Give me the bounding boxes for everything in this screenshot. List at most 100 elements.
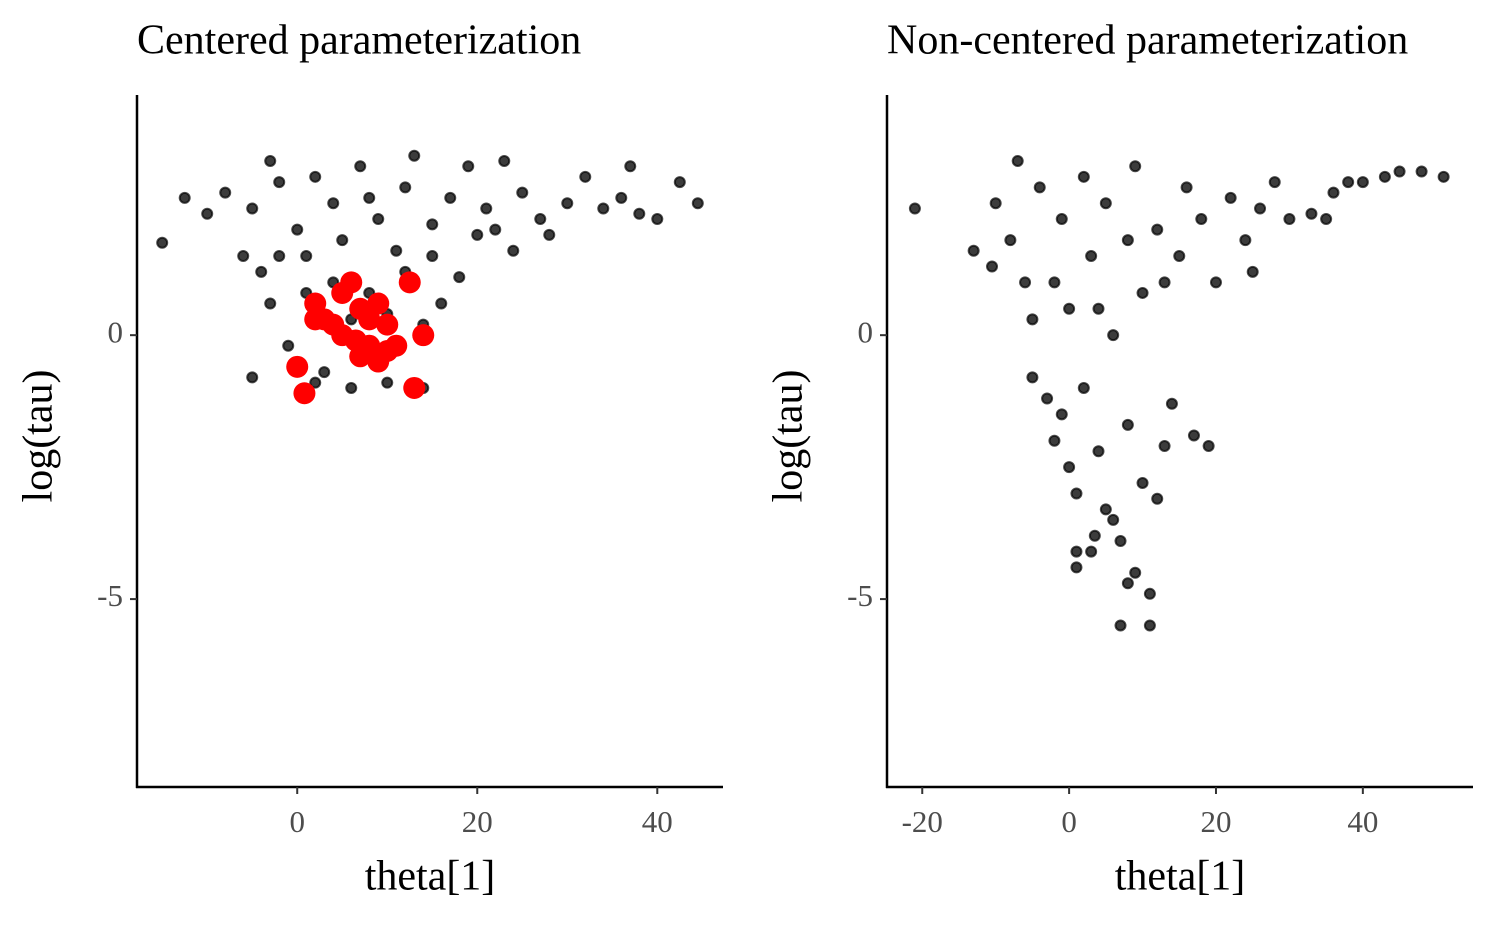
point: [1151, 492, 1164, 505]
point: [282, 339, 295, 352]
divergent-point: [304, 308, 327, 331]
point: [1180, 181, 1193, 194]
point: [156, 236, 169, 249]
point: [1114, 535, 1127, 548]
point: [1239, 234, 1252, 247]
x-tick-label: 40: [642, 804, 673, 839]
point: [579, 170, 592, 183]
point: [408, 149, 421, 162]
point: [480, 202, 493, 215]
point: [1085, 545, 1098, 558]
x-axis-label: theta[1]: [1115, 854, 1246, 900]
point: [1026, 371, 1039, 384]
point: [543, 228, 556, 241]
point: [1254, 202, 1267, 215]
point: [1136, 476, 1149, 489]
x-tick-label: 20: [1200, 804, 1231, 839]
point: [691, 197, 704, 210]
point: [1158, 276, 1171, 289]
point: [264, 297, 277, 310]
point: [363, 191, 376, 204]
point: [246, 371, 259, 384]
point: [1077, 381, 1090, 394]
point: [1136, 286, 1149, 299]
x-tick-label: 40: [1347, 804, 1378, 839]
point: [633, 207, 646, 220]
x-tick-label: 0: [1061, 804, 1077, 839]
y-tick-label: 0: [108, 314, 124, 349]
point: [1187, 429, 1200, 442]
point: [1070, 545, 1083, 558]
point: [264, 154, 277, 167]
point: [1114, 619, 1127, 632]
point: [651, 213, 664, 226]
point: [237, 249, 250, 262]
point: [1070, 561, 1083, 574]
point: [1246, 265, 1259, 278]
point: [1055, 408, 1068, 421]
point: [1070, 487, 1083, 500]
x-tick-label: -20: [902, 804, 943, 839]
divergent-point: [322, 313, 345, 336]
point: [673, 176, 686, 189]
point: [1048, 276, 1061, 289]
point: [1437, 170, 1450, 183]
x-tick-label: 0: [289, 804, 305, 839]
x-axis-label: theta[1]: [365, 854, 496, 900]
point: [1107, 329, 1120, 342]
point: [1092, 445, 1105, 458]
point: [399, 181, 412, 194]
point: [1063, 302, 1076, 315]
point: [1393, 165, 1406, 178]
point: [1320, 213, 1333, 226]
point: [471, 228, 484, 241]
point: [534, 213, 547, 226]
point: [1165, 397, 1178, 410]
point: [1077, 170, 1090, 183]
point: [1143, 587, 1156, 600]
point: [1283, 213, 1296, 226]
divergent-point: [403, 376, 426, 399]
point: [1327, 186, 1340, 199]
point: [318, 366, 331, 379]
point: [1151, 223, 1164, 236]
divergent-point: [398, 271, 421, 294]
point: [908, 202, 921, 215]
point: [1121, 234, 1134, 247]
point: [1092, 302, 1105, 315]
divergent-point: [385, 334, 408, 357]
point: [372, 213, 385, 226]
point: [507, 244, 520, 257]
point: [1011, 154, 1024, 167]
point: [1107, 513, 1120, 526]
point: [390, 244, 403, 257]
divergent-point: [293, 382, 316, 405]
point: [354, 160, 367, 173]
point: [255, 265, 268, 278]
point: [1048, 434, 1061, 447]
point: [1415, 165, 1428, 178]
point: [1143, 619, 1156, 632]
divergent-point: [286, 355, 309, 378]
point: [1129, 160, 1142, 173]
point: [1041, 392, 1054, 405]
point: [1063, 461, 1076, 474]
point: [273, 249, 286, 262]
panel-title: Centered parameterization: [137, 18, 581, 64]
panel-title: Non-centered parameterization: [887, 18, 1408, 64]
point: [444, 191, 457, 204]
point: [246, 202, 259, 215]
point: [1129, 566, 1142, 579]
point: [291, 223, 304, 236]
y-axis-label: log(tau): [16, 370, 62, 503]
point: [1121, 418, 1134, 431]
point: [1121, 577, 1134, 590]
point: [462, 160, 475, 173]
point: [1019, 276, 1032, 289]
point: [219, 186, 232, 199]
point: [201, 207, 214, 220]
point: [1055, 213, 1068, 226]
y-tick-label: -5: [97, 578, 123, 613]
point: [498, 154, 511, 167]
point: [453, 271, 466, 284]
